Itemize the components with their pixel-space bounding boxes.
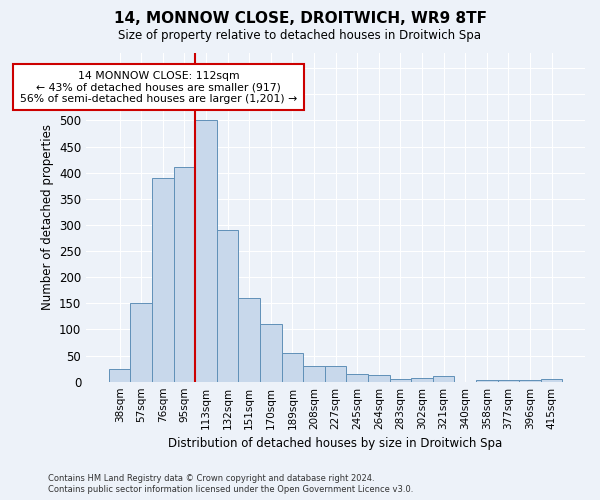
Text: Size of property relative to detached houses in Droitwich Spa: Size of property relative to detached ho…	[119, 29, 482, 42]
Bar	[152, 178, 173, 382]
Bar	[173, 168, 195, 382]
Text: Contains public sector information licensed under the Open Government Licence v3: Contains public sector information licen…	[48, 486, 413, 494]
Bar	[368, 376, 389, 382]
Bar	[541, 379, 562, 382]
Bar	[411, 378, 433, 382]
Bar	[325, 366, 346, 382]
Bar	[519, 380, 541, 382]
Text: Contains HM Land Registry data © Crown copyright and database right 2024.: Contains HM Land Registry data © Crown c…	[48, 474, 374, 483]
Bar	[217, 230, 238, 382]
Bar	[303, 366, 325, 382]
Bar	[238, 298, 260, 382]
Bar	[109, 368, 130, 382]
Bar	[260, 324, 281, 382]
Bar	[195, 120, 217, 382]
Bar	[130, 304, 152, 382]
Bar	[389, 379, 411, 382]
Bar	[346, 374, 368, 382]
Bar	[476, 380, 497, 382]
Bar	[497, 380, 519, 382]
Bar	[281, 353, 303, 382]
Text: 14, MONNOW CLOSE, DROITWICH, WR9 8TF: 14, MONNOW CLOSE, DROITWICH, WR9 8TF	[113, 11, 487, 26]
Y-axis label: Number of detached properties: Number of detached properties	[41, 124, 53, 310]
X-axis label: Distribution of detached houses by size in Droitwich Spa: Distribution of detached houses by size …	[169, 437, 503, 450]
Text: 14 MONNOW CLOSE: 112sqm
← 43% of detached houses are smaller (917)
56% of semi-d: 14 MONNOW CLOSE: 112sqm ← 43% of detache…	[20, 71, 297, 104]
Bar	[433, 376, 454, 382]
